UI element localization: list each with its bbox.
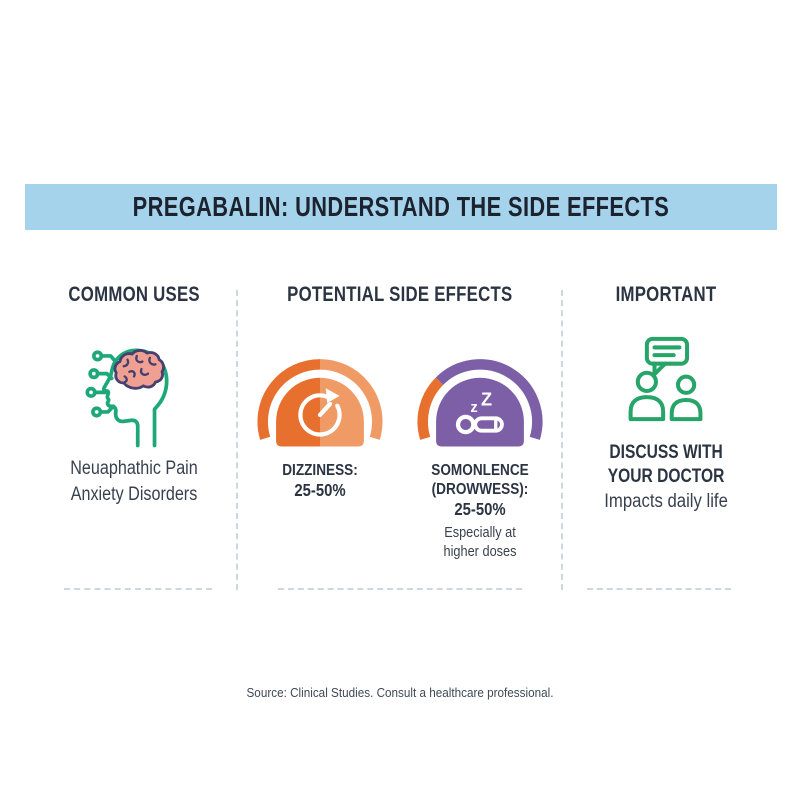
- brain-circuit-head-icon: [80, 341, 188, 453]
- source-footer: Source: Clinical Studies. Consult a heal…: [246, 685, 554, 700]
- column-bottom-rule: [64, 588, 212, 590]
- important-line: Impacts daily life: [604, 491, 728, 512]
- common-uses-header: COMMON USES: [68, 283, 200, 306]
- somnolence-gauge: z Z SOMONLENCE (DROWWESS): 25-50% Especi…: [407, 351, 553, 561]
- important-text: DISCUSS WITH YOUR DOCTOR Impacts daily l…: [595, 441, 737, 514]
- important-bold-line: YOUR DOCTOR: [607, 466, 725, 487]
- dizziness-percent: 25-50%: [294, 480, 346, 500]
- dizziness-label-line: DIZZINESS:: [282, 462, 358, 479]
- sleeping-person-gauge-icon: z Z: [417, 359, 543, 447]
- somnolence-label-line: (DROWWESS):: [431, 481, 529, 498]
- dizziness-label: DIZZINESS: 25-50%: [247, 461, 393, 501]
- column-important: IMPORTANT DISCUSS WITH YOUR DOCTOR Impac…: [562, 282, 770, 592]
- column-bottom-rule: [278, 588, 522, 590]
- title-banner: PREGABALIN: UNDERSTAND THE SIDE EFFECTS: [25, 184, 777, 230]
- somnolence-label: SOMONLENCE (DROWWESS): 25-50% Especially…: [407, 461, 553, 561]
- somnolence-label-line: SOMONLENCE: [431, 462, 529, 479]
- svg-text:Z: Z: [481, 389, 492, 409]
- important-header: IMPORTANT: [615, 283, 717, 306]
- spinning-arrow-gauge-icon: [257, 359, 383, 447]
- column-bottom-rule: [587, 588, 731, 590]
- somnolence-note: Especially at higher doses: [407, 523, 553, 561]
- use-line: Anxiety Disorders: [70, 484, 198, 505]
- somnolence-note-line: higher doses: [443, 543, 517, 560]
- column-common-uses: COMMON USES: [30, 282, 238, 592]
- common-uses-text: Neuaphathic Pain Anxiety Disorders: [59, 456, 209, 508]
- page-title: PREGABALIN: UNDERSTAND THE SIDE EFFECTS: [132, 191, 670, 222]
- doctor-discussion-icon: [616, 335, 716, 422]
- dizziness-gauge: DIZZINESS: 25-50%: [247, 351, 393, 561]
- important-bold-line: DISCUSS WITH: [609, 442, 723, 463]
- svg-text:z: z: [470, 400, 477, 416]
- column-side-effects: POTENTIAL SIDE EFFECTS DIZZINESS: 25-50%: [238, 282, 562, 592]
- columns-section: COMMON USES: [30, 282, 770, 592]
- column-divider: [236, 290, 238, 590]
- gauges-row: DIZZINESS: 25-50% z Z SOMONLENCE: [247, 351, 553, 561]
- side-effects-header: POTENTIAL SIDE EFFECTS: [287, 283, 513, 306]
- somnolence-note-line: Especially at: [444, 524, 516, 541]
- column-divider: [561, 290, 563, 590]
- somnolence-percent: 25-50%: [454, 499, 506, 519]
- use-line: Neuaphathic Pain: [70, 458, 198, 479]
